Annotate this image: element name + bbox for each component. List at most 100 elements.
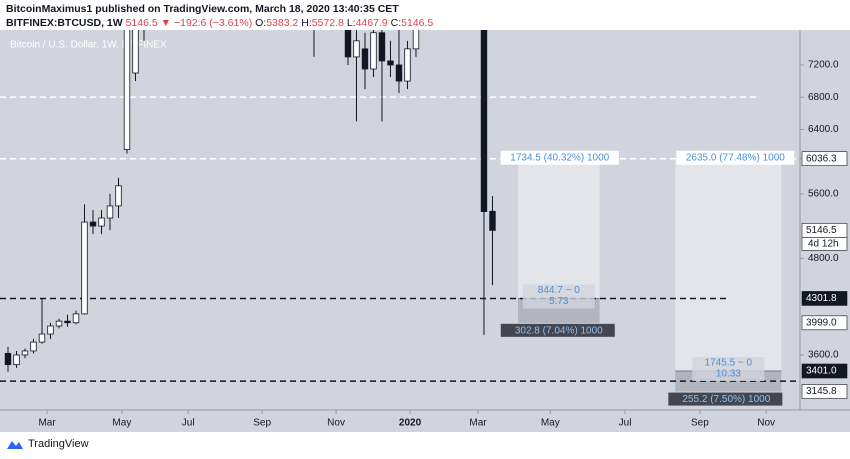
x-tick-label: Mar: [38, 418, 56, 429]
candle-body: [115, 185, 122, 207]
candle-body: [106, 205, 114, 219]
ohlc-key: C:: [390, 17, 402, 29]
candle-body: [361, 48, 369, 70]
symbol: BITFINEX:BTCUSD, 1W: [6, 17, 123, 29]
chart: Bitcoin / U.S. Dollar, 1W, BITFINEX 1734…: [0, 0, 850, 432]
profit-zone: [517, 158, 600, 299]
x-tick-label: May: [541, 418, 560, 429]
ohlc-value: 5572.8: [311, 17, 344, 29]
price-label: 3401.0: [806, 366, 837, 377]
header: BitcoinMaximus1 published on TradingView…: [6, 2, 433, 30]
x-tick-label: 2020: [399, 418, 422, 429]
mid-label-box: [522, 284, 595, 309]
y-tick-label: 5600.0: [808, 188, 839, 199]
countdown-box: [801, 237, 848, 251]
candle-body: [72, 313, 80, 324]
plot: 1734.5 (40.32%) 1000 844.7 ~ 05.73 302.8 (…: [0, 0, 800, 406]
price-label: 4301.8: [806, 293, 837, 304]
price-label: 3999.0: [806, 317, 837, 328]
symbol-line: BITFINEX:BTCUSD, 1W 5146.5 ▼ −192.6 (−3.…: [6, 16, 433, 30]
candle-body: [123, 30, 131, 150]
candle-body: [132, 30, 139, 74]
price-label: 5146.5: [806, 225, 837, 236]
candle-body: [21, 350, 29, 356]
brand: TradingView: [28, 438, 89, 450]
price-label: 6036.3: [806, 153, 837, 164]
x-tick-label: Jul: [182, 418, 195, 429]
price-label-box: [801, 384, 848, 399]
mid-label: 1745.5 ~ 0: [705, 358, 753, 369]
x-tick-label: May: [112, 418, 131, 429]
candle-body: [38, 333, 46, 343]
candle-body: [81, 221, 88, 315]
x-tick-label: Sep: [691, 418, 709, 429]
candle-body: [47, 325, 54, 335]
candle-body: [4, 352, 12, 366]
axes: 7200.06800.06400.06036.05600.04800.03600…: [38, 60, 848, 429]
brand-logo: [7, 441, 23, 449]
ohlc-value: 4467.9: [355, 17, 388, 29]
x-tick-label: Nov: [757, 418, 775, 429]
stop-label: 255.2 (7.50%) 1000: [682, 394, 770, 405]
candle-body: [480, 30, 488, 212]
candle-body: [395, 64, 403, 82]
candle-body: [30, 341, 37, 352]
price-label-box: [801, 291, 848, 306]
ohlc-key: H:: [301, 17, 312, 29]
x-tick-label: Jul: [619, 418, 632, 429]
candle-body: [64, 320, 71, 324]
risk-reward: 10.33: [716, 369, 741, 380]
ohlc: O:5383.2 H:5572.8 L:4467.9 C:5146.5: [255, 17, 433, 29]
risk-reward: 5.73: [549, 296, 569, 307]
target-label-box: [500, 150, 619, 165]
stop-label-box: [500, 323, 615, 337]
publisher-line: BitcoinMaximus1 published on TradingView…: [6, 2, 433, 16]
ohlc-value: 5383.2: [266, 17, 299, 29]
arrow: ▼: [160, 17, 172, 29]
x-tick-label: Nov: [327, 418, 345, 429]
candle-body: [387, 60, 394, 66]
watermark: Bitcoin / U.S. Dollar, 1W, BITFINEX: [10, 40, 167, 51]
x-tick-label: Mar: [469, 418, 487, 429]
change: −192.6 (−3.61%): [173, 17, 253, 29]
candle-body: [98, 217, 105, 227]
candle-body: [404, 48, 411, 82]
mid-label: 844.7 ~ 0: [538, 285, 580, 296]
stop-label-box: [668, 392, 783, 406]
candle-body: [13, 354, 20, 366]
y-tick-label: 7200.0: [808, 60, 839, 71]
price-label: 3145.8: [806, 386, 837, 397]
ohlc-key: L:: [346, 17, 356, 29]
publisher: BitcoinMaximus1 published on TradingView…: [6, 3, 399, 15]
candle-body: [378, 32, 386, 62]
y-tick-label: 4800.0: [808, 253, 839, 264]
profit-zone: [675, 158, 782, 372]
price-label-box: [801, 363, 848, 379]
footer: TradingView: [6, 438, 89, 450]
last-price: 5146.5: [125, 17, 158, 29]
price-label-box: [801, 151, 848, 167]
candle-body: [353, 40, 360, 58]
y-tick-label: 3600.0: [808, 350, 839, 361]
candle-body: [412, 30, 420, 50]
mid-label-box: [692, 357, 765, 382]
y-tick-label: 6400.0: [808, 124, 839, 135]
ohlc-value: 5146.5: [401, 17, 434, 29]
candle-body: [370, 32, 377, 70]
candle-body: [141, 0, 147, 1]
target-label: 1734.5 (40.32%) 1000: [510, 152, 609, 163]
price-label-box: [801, 315, 848, 331]
candle-body: [89, 221, 97, 227]
candle-body: [55, 320, 63, 327]
ohlc-key: O:: [255, 17, 267, 29]
y-tick-label: 6800.0: [808, 92, 839, 103]
candle-body: [473, 0, 479, 5]
countdown: 4d 12h: [808, 239, 839, 250]
target-label: 2635.0 (77.48%) 1000: [686, 152, 785, 163]
candle-body: [489, 210, 496, 231]
x-tick-label: Sep: [253, 418, 271, 429]
candle-body: [344, 30, 352, 58]
stop-label: 302.8 (7.04%) 1000: [515, 325, 603, 336]
target-label-box: [676, 150, 795, 165]
